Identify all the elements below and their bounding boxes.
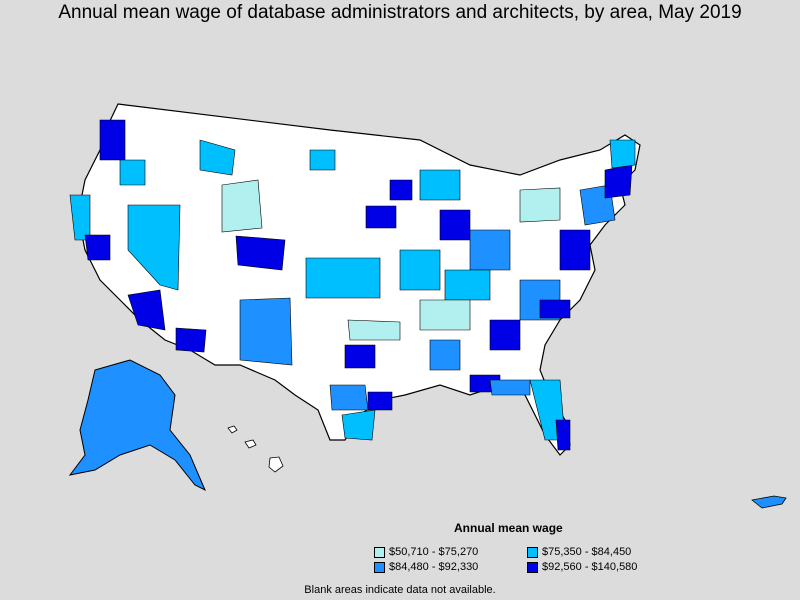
legend-swatch-3 xyxy=(374,561,385,573)
legend-swatch-2 xyxy=(527,546,538,558)
wage-regions xyxy=(69,119,636,451)
puerto-rico xyxy=(751,495,787,509)
legend-label-2: $75,350 - $84,450 xyxy=(542,546,632,558)
legend-title: Annual mean wage xyxy=(454,521,563,535)
legend-label-4: $92,560 - $140,580 xyxy=(542,561,638,573)
map-title: Annual mean wage of database administrat… xyxy=(58,2,742,23)
legend-item-3: $84,480 - $92,330 xyxy=(374,561,478,573)
alaska xyxy=(68,359,206,492)
legend-item-2: $75,350 - $84,450 xyxy=(527,546,631,558)
footnote: Blank areas indicate data not available. xyxy=(304,584,496,596)
legend-swatch-4 xyxy=(527,561,538,573)
legend-swatch-1 xyxy=(374,546,385,558)
legend-item-1: $50,710 - $75,270 xyxy=(374,546,478,558)
hawaii xyxy=(227,425,284,473)
legend-item-4: $92,560 - $140,580 xyxy=(527,561,637,573)
legend-label-3: $84,480 - $92,330 xyxy=(389,561,479,573)
legend-label-1: $50,710 - $75,270 xyxy=(389,546,479,558)
